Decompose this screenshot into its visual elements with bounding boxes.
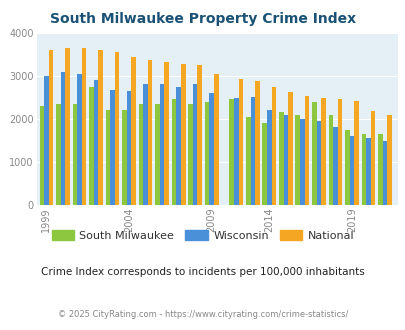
Bar: [159, 84, 164, 205]
Bar: [304, 96, 309, 205]
Bar: [188, 104, 192, 205]
Text: Crime Index corresponds to incidents per 100,000 inhabitants: Crime Index corresponds to incidents per…: [41, 267, 364, 277]
Bar: [370, 111, 375, 205]
Bar: [176, 86, 181, 205]
Bar: [361, 134, 365, 205]
Bar: [126, 91, 131, 205]
Bar: [56, 104, 60, 205]
Bar: [98, 50, 103, 205]
Text: South Milwaukee Property Crime Index: South Milwaukee Property Crime Index: [50, 12, 355, 25]
Bar: [81, 48, 86, 205]
Bar: [72, 104, 77, 205]
Bar: [89, 86, 94, 205]
Bar: [238, 79, 243, 205]
Bar: [266, 110, 271, 205]
Bar: [233, 98, 238, 205]
Bar: [283, 115, 288, 205]
Bar: [110, 90, 115, 205]
Bar: [365, 138, 370, 205]
Bar: [386, 115, 391, 205]
Bar: [328, 115, 333, 205]
Bar: [320, 98, 325, 205]
Bar: [181, 64, 185, 205]
Bar: [122, 110, 126, 205]
Bar: [60, 72, 65, 205]
Bar: [131, 57, 136, 205]
Bar: [229, 100, 233, 205]
Bar: [250, 97, 255, 205]
Text: © 2025 CityRating.com - https://www.cityrating.com/crime-statistics/: © 2025 CityRating.com - https://www.city…: [58, 310, 347, 319]
Bar: [316, 121, 320, 205]
Bar: [204, 102, 209, 205]
Bar: [288, 92, 292, 205]
Bar: [171, 100, 176, 205]
Bar: [164, 62, 168, 205]
Bar: [349, 136, 354, 205]
Bar: [382, 141, 386, 205]
Bar: [377, 134, 382, 205]
Bar: [255, 82, 259, 205]
Bar: [295, 115, 299, 205]
Bar: [39, 106, 44, 205]
Bar: [337, 100, 341, 205]
Bar: [262, 123, 266, 205]
Bar: [94, 80, 98, 205]
Bar: [209, 93, 213, 205]
Legend: South Milwaukee, Wisconsin, National: South Milwaukee, Wisconsin, National: [51, 230, 354, 241]
Bar: [354, 101, 358, 205]
Bar: [333, 127, 337, 205]
Bar: [49, 50, 53, 205]
Bar: [245, 116, 250, 205]
Bar: [299, 119, 304, 205]
Bar: [344, 129, 349, 205]
Bar: [271, 87, 276, 205]
Bar: [197, 65, 202, 205]
Bar: [192, 84, 197, 205]
Bar: [65, 48, 70, 205]
Bar: [147, 60, 152, 205]
Bar: [278, 112, 283, 205]
Bar: [143, 84, 147, 205]
Bar: [77, 74, 81, 205]
Bar: [213, 74, 218, 205]
Bar: [138, 104, 143, 205]
Bar: [105, 110, 110, 205]
Bar: [311, 102, 316, 205]
Bar: [115, 52, 119, 205]
Bar: [155, 104, 159, 205]
Bar: [44, 76, 49, 205]
